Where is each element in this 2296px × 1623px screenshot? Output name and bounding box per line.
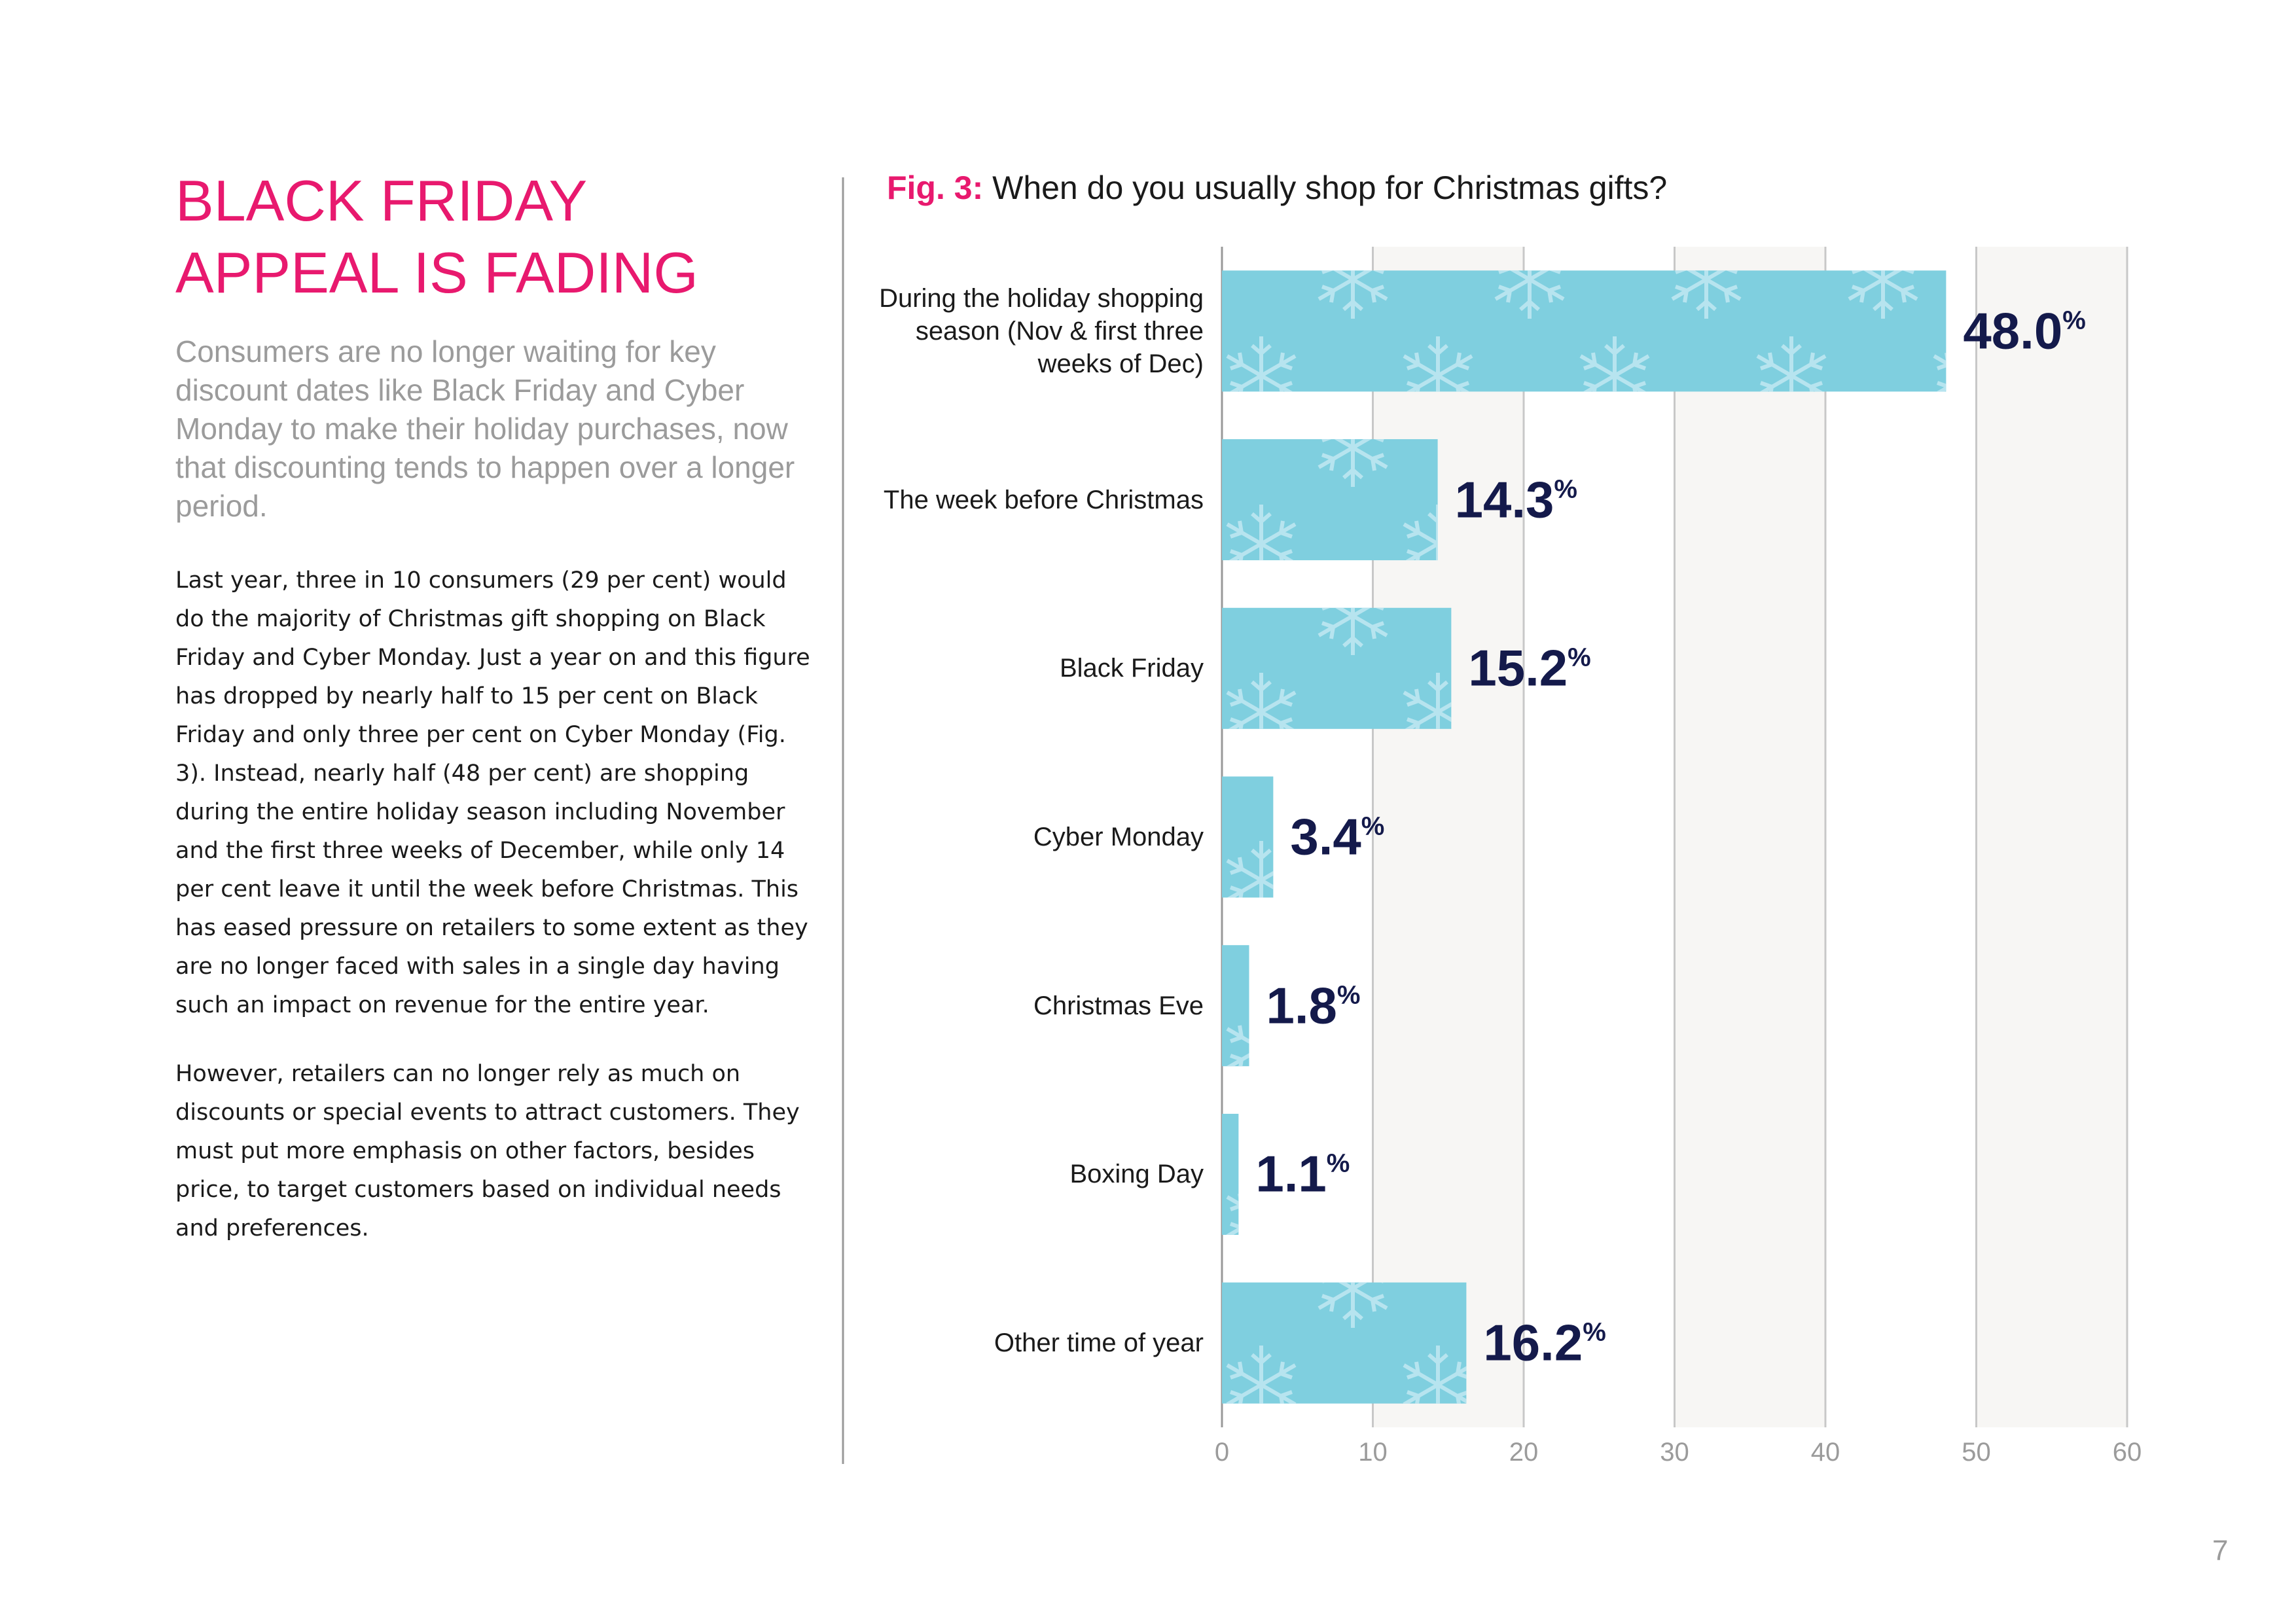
bar bbox=[1222, 607, 1452, 729]
value-unit: % bbox=[1326, 1149, 1350, 1178]
value-label: 16.2% bbox=[1483, 1313, 1605, 1373]
paragraph: However, retailers can no longer rely as… bbox=[175, 1061, 800, 1241]
column-shade bbox=[1976, 247, 2127, 1427]
value-label: 1.8% bbox=[1266, 976, 1360, 1035]
category-label: Christmas Eve bbox=[1033, 991, 1204, 1020]
value-number: 14.3 bbox=[1454, 471, 1554, 529]
x-tick-label: 20 bbox=[1509, 1438, 1539, 1467]
bar bbox=[1222, 439, 1438, 561]
x-tick-label: 40 bbox=[1811, 1438, 1840, 1467]
title-line: APPEAL IS FADING bbox=[175, 240, 698, 305]
x-tick-label: 60 bbox=[2113, 1438, 2142, 1467]
x-tick-label: 0 bbox=[1215, 1438, 1229, 1467]
category-label: Black Friday bbox=[1059, 654, 1204, 683]
category-label: During the holiday shopping season (Nov … bbox=[879, 283, 1204, 378]
title: BLACK FRIDAY APPEAL IS FADING bbox=[175, 165, 698, 309]
category-label: Cyber Monday bbox=[1033, 823, 1204, 851]
value-number: 1.8 bbox=[1266, 976, 1337, 1035]
value-number: 16.2 bbox=[1483, 1313, 1583, 1372]
subtitle: Consumers are no longer waiting for key … bbox=[175, 334, 795, 523]
x-tick-label: 50 bbox=[1962, 1438, 1991, 1467]
paragraph: Last year, three in 10 consumers (29 per… bbox=[175, 567, 810, 1018]
bar bbox=[1222, 1113, 1239, 1235]
value-number: 3.4 bbox=[1290, 808, 1361, 866]
value-unit: % bbox=[2062, 306, 2086, 335]
column-shade bbox=[1372, 247, 1524, 1427]
value-number: 1.1 bbox=[1255, 1145, 1327, 1203]
category-label: The week before Christmas bbox=[883, 485, 1204, 514]
x-tick-label: 30 bbox=[1660, 1438, 1689, 1467]
value-unit: % bbox=[1583, 1317, 1606, 1347]
column-shade bbox=[1674, 247, 1825, 1427]
value-unit: % bbox=[1336, 980, 1361, 1010]
value-label: 14.3% bbox=[1455, 470, 1577, 529]
value-label: 3.4% bbox=[1290, 808, 1384, 867]
figure-label: Fig. 3: bbox=[887, 169, 984, 206]
value-unit: % bbox=[1568, 643, 1591, 672]
x-tick-label: 10 bbox=[1358, 1438, 1388, 1467]
chart-title: When do you usually shop for Christmas g… bbox=[992, 169, 1668, 206]
page-number: 7 bbox=[2212, 1535, 2229, 1567]
bar bbox=[1222, 270, 1946, 392]
title-line: BLACK FRIDAY bbox=[175, 168, 588, 233]
figure-title: Fig. 3: When do you usually shop for Chr… bbox=[887, 169, 1667, 207]
bar bbox=[1222, 945, 1249, 1067]
value-unit: % bbox=[1554, 474, 1577, 504]
bar bbox=[1222, 776, 1274, 898]
value-number: 15.2 bbox=[1468, 639, 1568, 697]
bar bbox=[1222, 1282, 1467, 1404]
category-label: Boxing Day bbox=[1069, 1160, 1204, 1189]
value-label: 1.1% bbox=[1255, 1145, 1350, 1204]
category-label: Other time of year bbox=[994, 1329, 1204, 1358]
body-text: Last year, three in 10 consumers (29 per… bbox=[175, 562, 817, 1278]
value-label: 48.0% bbox=[1963, 301, 2085, 361]
value-unit: % bbox=[1361, 812, 1385, 841]
value-label: 15.2% bbox=[1468, 639, 1590, 698]
value-number: 48.0 bbox=[1963, 302, 2063, 360]
